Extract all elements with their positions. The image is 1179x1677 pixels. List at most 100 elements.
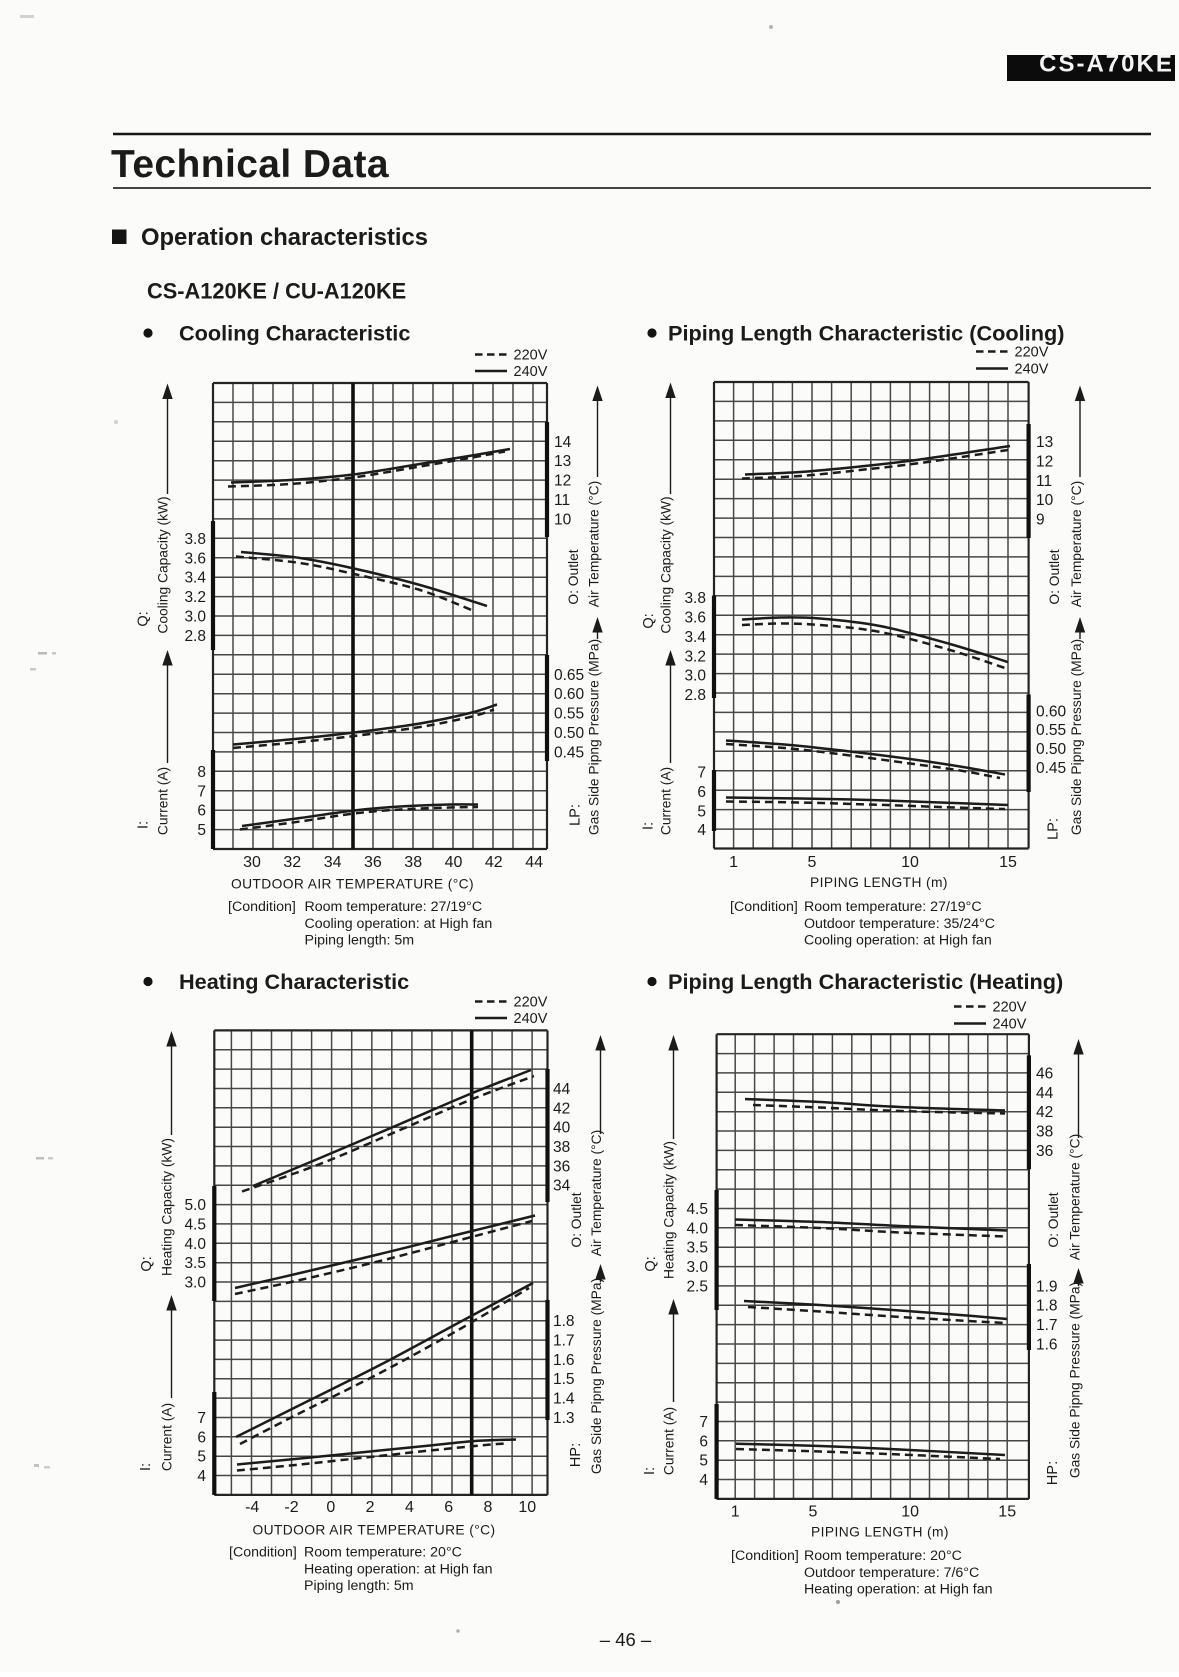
svg-text:Room temperature: 20°C: Room temperature: 20°C [304,1545,462,1561]
svg-text:Air Temperature (°C): Air Temperature (°C) [589,1130,604,1256]
svg-text:11: 11 [1036,473,1052,490]
svg-text:O: Outlet: O: Outlet [1046,1192,1061,1247]
svg-text:4.5: 4.5 [184,1216,206,1233]
svg-text:3.4: 3.4 [184,570,206,587]
svg-text:5: 5 [197,822,206,839]
svg-text:3.0: 3.0 [184,1275,206,1292]
svg-text:3.6: 3.6 [684,609,706,626]
svg-text:Outdoor temperature: 7/6°C: Outdoor temperature: 7/6°C [804,1565,979,1581]
svg-text:44: 44 [1036,1085,1054,1102]
svg-text:Gas Side Pipng Pressure (MPa): Gas Side Pipng Pressure (MPa) [1069,639,1084,835]
svg-text:3.4: 3.4 [684,629,706,646]
svg-text:4.0: 4.0 [686,1220,708,1237]
svg-text:4.0: 4.0 [184,1236,206,1253]
svg-text:Q:: Q: [139,1256,155,1271]
svg-text:Piping Length Characteristic (: Piping Length Characteristic (Heating) [668,969,1063,994]
svg-text:0.60: 0.60 [554,686,585,703]
svg-text:Room temperature: 20°C: Room temperature: 20°C [804,1548,962,1564]
svg-text:42: 42 [1036,1104,1053,1121]
svg-text:0.45: 0.45 [1036,760,1066,777]
svg-text:Air Temperature (°C): Air Temperature (°C) [587,481,602,607]
svg-text:220V: 220V [514,995,548,1011]
svg-text:0.55: 0.55 [554,706,584,723]
svg-text:1.6: 1.6 [1036,1336,1058,1353]
svg-text:11: 11 [554,492,570,509]
svg-text:4: 4 [699,1472,708,1489]
svg-text:Piping Length Characteristic (: Piping Length Characteristic (Cooling) [668,321,1064,346]
svg-text:3.2: 3.2 [184,589,206,606]
svg-text:0: 0 [326,1499,335,1516]
svg-text:Piping length: 5m: Piping length: 5m [305,933,415,949]
svg-text:Air Temperature (°C): Air Temperature (°C) [1069,481,1084,607]
svg-text:Heating operation: at High fan: Heating operation: at High fan [804,1582,993,1598]
svg-text:38: 38 [404,854,422,871]
svg-text:Q:: Q: [136,611,152,626]
svg-text:Technical Data: Technical Data [111,143,389,186]
svg-text:I:: I: [641,822,657,830]
svg-text:4: 4 [197,1468,206,1485]
svg-text:Room temperature: 27/19°C: Room temperature: 27/19°C [804,899,982,915]
svg-text:4: 4 [405,1499,414,1516]
svg-text:12: 12 [1036,453,1053,470]
svg-text:6: 6 [697,784,706,801]
svg-text:30: 30 [243,854,261,871]
svg-text:I:: I: [138,1463,154,1471]
svg-text:6: 6 [197,1429,206,1446]
svg-text:4.5: 4.5 [686,1201,708,1218]
svg-text:CS-A120KE / CU-A120KE: CS-A120KE / CU-A120KE [147,279,406,304]
svg-text:7: 7 [699,1414,708,1431]
svg-text:0.50: 0.50 [554,725,585,742]
svg-text:2.5: 2.5 [686,1278,708,1295]
svg-text:3.0: 3.0 [686,1259,708,1276]
svg-text:38: 38 [1036,1124,1053,1141]
svg-text:14: 14 [554,434,572,451]
svg-text:8: 8 [197,764,206,781]
svg-text:Gas Side Pipng Pressure (MPa): Gas Side Pipng Pressure (MPa) [589,1278,604,1474]
svg-text:Current (A): Current (A) [662,1407,677,1475]
svg-text:220V: 220V [514,348,548,364]
svg-text:1.9: 1.9 [1036,1278,1058,1295]
svg-text:Heating Capacity (kW): Heating Capacity (kW) [160,1138,175,1276]
svg-text:5.0: 5.0 [184,1197,206,1214]
svg-text:1.8: 1.8 [1036,1298,1058,1315]
svg-text:OUTDOOR AIR TEMPERATURE (°C): OUTDOOR AIR TEMPERATURE (°C) [231,877,474,892]
svg-text:Gas Side Pipng Pressure (MPa): Gas Side Pipng Pressure (MPa) [1068,1282,1083,1478]
svg-text:0.60: 0.60 [1036,704,1067,721]
svg-text:9: 9 [1036,512,1045,529]
svg-text:Cooling Capacity (kW): Cooling Capacity (kW) [659,496,674,633]
svg-text:240V: 240V [993,1017,1027,1033]
svg-text:PIPING LENGTH (m): PIPING LENGTH (m) [811,1525,949,1540]
svg-text:Room temperature: 27/19°C: Room temperature: 27/19°C [305,899,483,915]
svg-text:0.55: 0.55 [1036,722,1066,739]
svg-text:7: 7 [697,765,706,782]
svg-text:0.50: 0.50 [1036,741,1067,758]
svg-text:3.8: 3.8 [684,590,706,607]
svg-text:I:: I: [642,1467,658,1475]
svg-text:220V: 220V [993,1000,1027,1016]
svg-text:3.0: 3.0 [184,609,206,626]
svg-text:2.8: 2.8 [184,628,206,645]
svg-text:240V: 240V [1015,362,1049,378]
svg-text:6: 6 [444,1499,453,1516]
svg-text:42: 42 [485,854,503,871]
svg-text:34: 34 [324,854,342,871]
svg-text:13: 13 [554,453,571,470]
svg-text:2.8: 2.8 [684,687,706,704]
svg-text:O: Outlet: O: Outlet [566,549,581,604]
svg-text:I:: I: [136,821,152,829]
svg-text:Q:: Q: [641,613,657,628]
svg-text:Heating operation: at High fan: Heating operation: at High fan [304,1561,493,1577]
svg-text:Outdoor temperature: 35/24°C: Outdoor temperature: 35/24°C [804,916,995,932]
svg-text:10: 10 [901,854,919,871]
svg-text:Q:: Q: [643,1256,659,1271]
svg-text:38: 38 [553,1139,570,1156]
svg-text:10: 10 [554,512,572,529]
svg-text:5: 5 [808,854,817,871]
svg-text:[Condition]: [Condition] [229,1545,297,1561]
svg-text:44: 44 [553,1081,571,1098]
svg-text:Current (A): Current (A) [659,767,674,835]
svg-text:46: 46 [1036,1065,1053,1082]
svg-text:O: Outlet: O: Outlet [1047,549,1062,604]
svg-text:8: 8 [484,1499,493,1516]
svg-text:Current (A): Current (A) [160,1403,175,1471]
